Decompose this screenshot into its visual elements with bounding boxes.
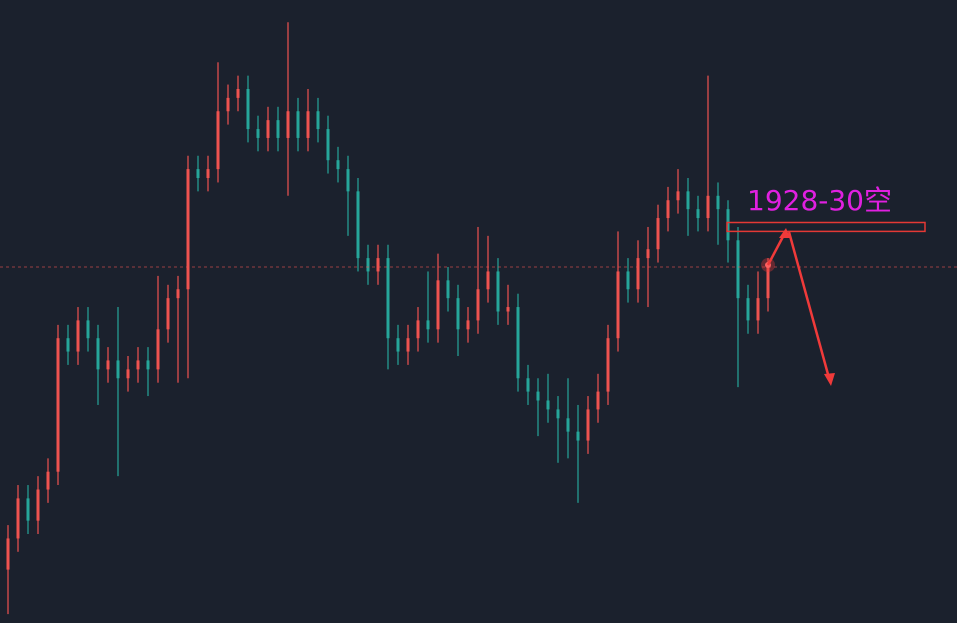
body <box>486 271 490 290</box>
body <box>246 89 250 130</box>
body <box>476 289 480 321</box>
body <box>186 169 190 290</box>
arrow-head <box>824 373 835 386</box>
body <box>516 307 520 379</box>
body <box>466 320 470 330</box>
body <box>126 369 130 379</box>
arrow-down <box>787 231 831 379</box>
body <box>216 111 220 170</box>
body <box>336 160 340 170</box>
body <box>446 280 450 299</box>
body <box>496 271 500 312</box>
arrows <box>761 228 835 386</box>
body <box>646 249 650 259</box>
body <box>136 360 140 370</box>
body <box>46 471 50 490</box>
body <box>306 111 310 138</box>
body <box>106 360 110 370</box>
body <box>696 209 700 219</box>
body <box>156 329 160 370</box>
body <box>56 338 60 472</box>
body <box>616 271 620 339</box>
body <box>636 258 640 290</box>
arrow-head <box>779 228 790 238</box>
body <box>526 378 530 392</box>
body <box>426 320 430 330</box>
body <box>76 320 80 352</box>
body <box>96 338 100 370</box>
body <box>276 120 280 138</box>
body <box>556 409 560 419</box>
body <box>166 298 170 330</box>
body <box>326 129 330 161</box>
body <box>226 97 230 112</box>
body <box>726 209 730 241</box>
body <box>676 191 680 201</box>
body <box>206 169 210 178</box>
body <box>766 267 770 299</box>
body <box>576 431 580 441</box>
body <box>346 169 350 192</box>
body <box>746 298 750 321</box>
body <box>176 289 180 299</box>
body <box>566 418 570 432</box>
body <box>596 391 600 410</box>
body <box>406 338 410 352</box>
body <box>456 298 460 330</box>
body <box>146 360 150 370</box>
body <box>296 111 300 138</box>
body <box>386 258 390 339</box>
marks <box>0 22 957 615</box>
body <box>266 120 270 138</box>
body <box>606 338 610 392</box>
body <box>396 338 400 352</box>
body <box>316 111 320 130</box>
body <box>196 169 200 178</box>
body <box>586 409 590 441</box>
body <box>666 200 670 219</box>
body <box>756 298 760 321</box>
body <box>706 195 710 219</box>
body <box>436 280 440 330</box>
body <box>546 400 550 410</box>
body <box>286 111 290 138</box>
annotation: 1928-30空 <box>747 184 892 217</box>
body <box>86 320 90 339</box>
body <box>376 258 380 272</box>
body <box>36 489 40 521</box>
body <box>506 307 510 312</box>
body <box>366 258 370 272</box>
body <box>6 538 10 570</box>
body <box>536 391 540 401</box>
body <box>626 271 630 290</box>
body <box>736 240 740 299</box>
body <box>686 191 690 210</box>
body <box>116 360 120 379</box>
body <box>416 320 420 339</box>
body <box>656 218 660 250</box>
body <box>26 498 30 521</box>
zone <box>726 221 926 233</box>
body <box>256 129 260 138</box>
body <box>66 338 70 352</box>
body <box>16 498 20 539</box>
body <box>236 89 240 98</box>
body <box>716 195 720 210</box>
body <box>356 191 360 259</box>
